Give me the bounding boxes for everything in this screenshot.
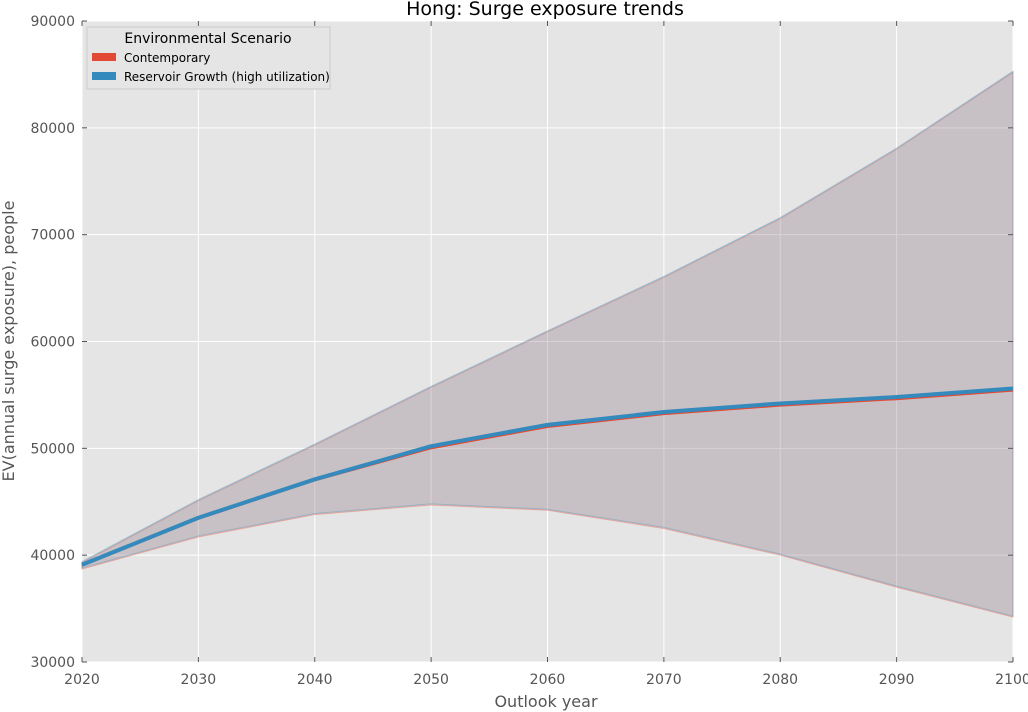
y-tick-label: 60000 [30, 335, 75, 351]
legend: Environmental Scenario Contemporary Rese… [86, 26, 331, 90]
x-tick-label: 2100 [995, 672, 1028, 688]
legend-swatch-contemporary [92, 53, 116, 61]
x-tick-label: 2070 [646, 672, 682, 688]
y-axis-label: EV(annual surge exposure), people [0, 201, 18, 482]
x-tick-label: 2030 [181, 672, 217, 688]
x-tick-label: 2050 [413, 672, 449, 688]
x-tick-label: 2060 [530, 672, 566, 688]
x-tick-label: 2080 [762, 672, 798, 688]
y-tick-label: 90000 [30, 14, 75, 30]
x-tick-labels: 2020 2030 2040 2050 2060 2070 2080 2090 2100 [64, 672, 1028, 688]
legend-swatch-reservoir-growth [92, 72, 116, 80]
x-tick-label: 2020 [64, 672, 100, 688]
y-tick-label: 30000 [30, 655, 75, 671]
axis-ticks [81, 20, 1014, 663]
legend-title: Environmental Scenario [124, 31, 291, 47]
legend-label-contemporary: Contemporary [124, 51, 210, 65]
x-axis-label: Outlook year [494, 692, 598, 711]
legend-box [86, 26, 331, 90]
y-tick-labels: 30000 40000 50000 60000 70000 80000 90000 [30, 14, 75, 671]
series-lines [81, 386, 1014, 567]
chart-title: Hong: Surge exposure trends [406, 0, 684, 20]
y-tick-label: 40000 [30, 548, 75, 564]
y-tick-label: 80000 [30, 121, 75, 137]
legend-label-reservoir-growth: Reservoir Growth (high utilization) [124, 70, 330, 84]
x-tick-label: 2090 [879, 672, 915, 688]
y-tick-label: 50000 [30, 441, 75, 457]
series-line-1 [81, 386, 1014, 567]
x-tick-label: 2040 [297, 672, 333, 688]
y-tick-label: 70000 [30, 228, 75, 244]
